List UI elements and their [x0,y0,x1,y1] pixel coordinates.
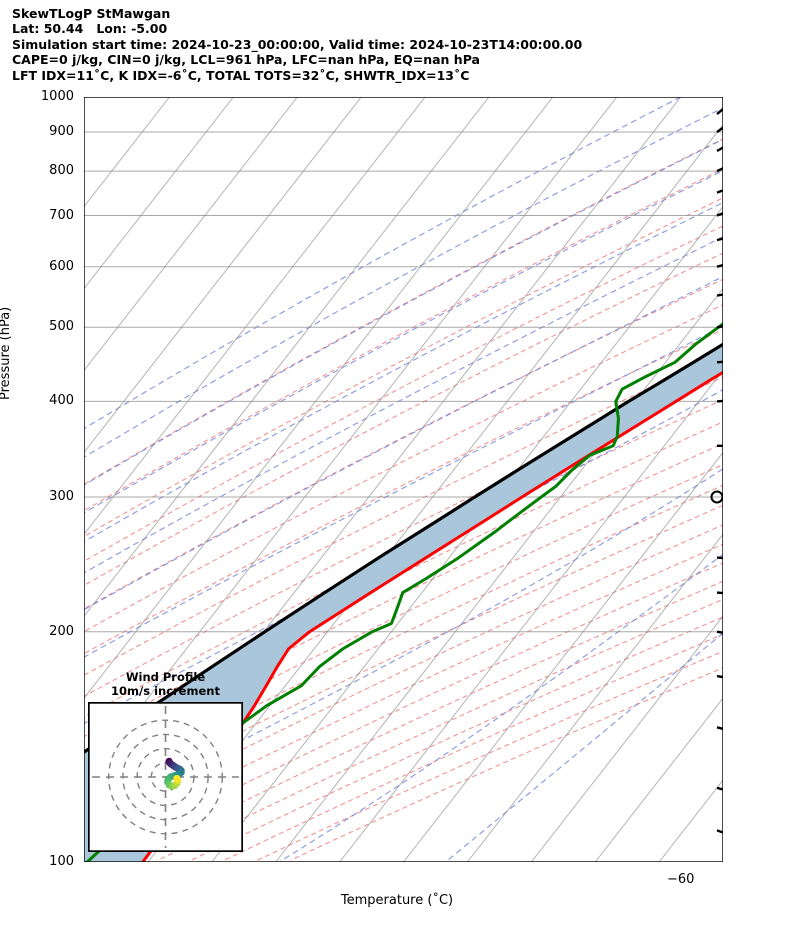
dry-adiabat [157,598,723,861]
isotherm [84,97,426,536]
dewpoint-profile-line [85,322,723,862]
isotherm [84,97,362,454]
isotherm [467,533,723,862]
y-tick-label: 600 [49,258,74,274]
barb-shaft [716,177,723,194]
wind-barb [716,129,723,153]
header-line-2: Lat: 50.44 Lon: -5.00 [12,21,168,37]
isotherm [658,779,723,862]
isotherm [594,697,723,862]
mixing-ratio-line [84,107,723,458]
y-tick-label: 800 [49,163,74,179]
dry-adiabat [191,616,723,861]
y-tick-label: 100 [49,854,74,869]
isotherm [275,287,723,862]
dry-adiabat [257,650,723,861]
isotherm [211,205,723,862]
wind-barb [716,674,723,685]
barb-shaft [716,591,723,598]
isotherm [403,451,723,862]
x-axis-title: Temperature (˚C) [340,893,454,908]
barb-shaft [716,674,723,685]
barb-shaft [716,153,723,173]
y-tick-label: 900 [49,124,74,139]
figure-header: SkewTLogP StMawgan Lat: 50.44 Lon: -5.00 S… [12,6,782,83]
header-line-4: CAPE=0 j/kg, CIN=0 j/kg, LCL=961 hPa, LF… [12,52,480,68]
wind-barb [716,829,723,846]
header-line-1: SkewTLogP StMawgan [12,6,171,21]
x-tick-label: −60 [666,872,695,887]
y-tick-label: 300 [49,489,74,504]
dry-adiabat [84,138,723,485]
hodograph-inset [88,702,243,852]
mixing-ratio-line [84,325,723,658]
parcel-profile-line [84,342,723,755]
barb-shaft [716,129,723,153]
wind-barb [716,97,723,115]
barb-shaft [716,829,723,846]
wind-barb [716,726,723,739]
mixing-ratio-line [84,97,681,430]
temperature-profile-line [141,370,723,862]
isotherm [339,369,723,862]
wind-barb [716,255,723,268]
isotherm [84,97,298,372]
dry-adiabat [84,543,723,848]
isotherm [84,97,554,699]
y-tick-label: 200 [49,623,74,639]
dry-adiabat [84,197,723,538]
mixing-ratio-line [84,201,723,543]
barb-shaft [716,228,723,242]
mixing-ratio-line [445,632,723,862]
grid-group [84,97,723,862]
dry-adiabat [124,580,723,861]
dry-adiabat [290,667,723,861]
y-tick-label: 1000 [40,89,74,104]
barb-shaft [716,726,723,739]
hodograph-point [173,774,181,783]
wind-barb [717,444,723,447]
mixing-ratio-line [84,275,723,611]
header-line-3: Simulation start time: 2024-10-23_00:00:… [12,36,583,52]
isotherm [147,123,723,862]
wind-inset-title: Wind Profile 10m/s increment [111,670,220,698]
header-line-5: LFT IDX=11˚C, K IDX=-6˚C, TOTAL TOTS=32˚… [12,67,470,83]
barb-shaft [716,786,723,800]
dry-adiabat [84,168,723,512]
y-tick-label: 400 [49,393,74,409]
dry-adiabat [84,225,723,562]
hodograph-frame [88,702,243,852]
barb-shaft [716,556,723,563]
wind-barb [716,556,723,563]
barb-shaft [716,255,723,268]
mixing-ratio-line [84,388,723,725]
dry-adiabat [224,633,723,861]
isotherm [84,97,490,618]
y-tick-label: 700 [49,207,74,223]
barb-shaft [716,97,723,115]
dry-adiabat [84,352,723,676]
isotherm [84,97,234,290]
y-tick-label: 500 [49,319,74,335]
dry-adiabat [84,328,723,655]
wind-barb [716,153,723,173]
wind-barb [716,228,723,242]
isotherm [530,615,723,862]
y-axis-title: Pressure (hPa) [0,306,13,400]
wind-barb [716,396,723,403]
